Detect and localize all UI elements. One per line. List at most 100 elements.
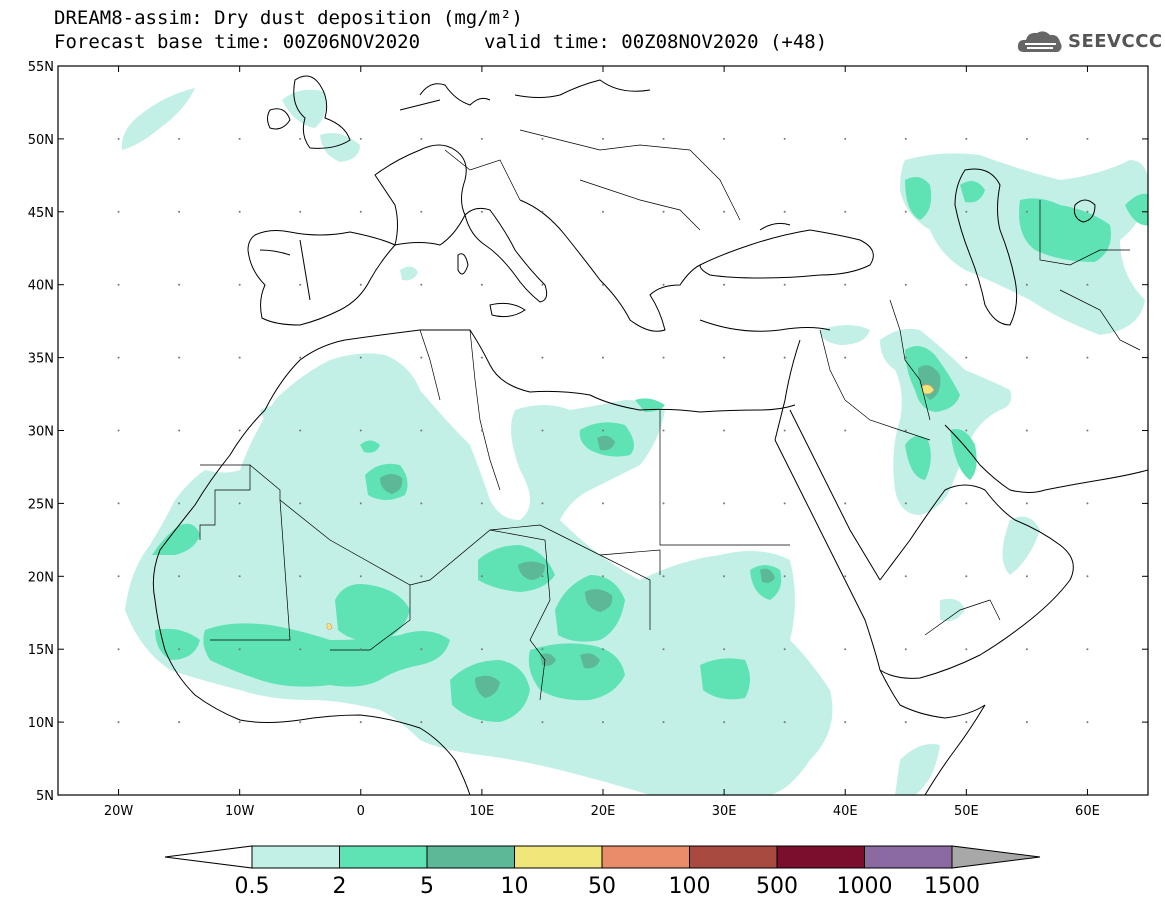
lat-label: 15N bbox=[28, 643, 54, 658]
grid-dot bbox=[299, 648, 302, 651]
lat-label: 40N bbox=[28, 279, 54, 294]
grid-dot bbox=[1025, 648, 1028, 651]
lon-label: 30E bbox=[712, 804, 737, 819]
grid-dot bbox=[662, 356, 665, 359]
lat-label: 30N bbox=[28, 425, 54, 440]
grid-dot bbox=[1086, 502, 1089, 505]
grid-dot bbox=[844, 137, 847, 140]
grid-dot bbox=[904, 137, 907, 140]
grid-dot bbox=[541, 283, 544, 286]
country-borders bbox=[199, 129, 1141, 701]
grid-dot bbox=[117, 210, 120, 213]
lat-label: 35N bbox=[28, 352, 54, 367]
grid-dot bbox=[178, 575, 181, 578]
grid-dot bbox=[783, 575, 786, 578]
latitude-labels: 55N 50N 45N 40N 35N 30N 25N 20N 15N 10N 5N bbox=[28, 60, 1148, 804]
colorbar-label: 10 bbox=[501, 874, 529, 899]
grid-dot bbox=[602, 137, 604, 140]
grid-dot bbox=[904, 210, 907, 213]
grid-dot bbox=[602, 210, 604, 213]
grid-dot bbox=[844, 575, 847, 578]
grid-dot bbox=[480, 137, 483, 140]
grid-dot bbox=[299, 283, 302, 286]
grid-dot bbox=[178, 283, 181, 286]
dust-field-high bbox=[326, 384, 935, 630]
grid-dot bbox=[117, 648, 120, 651]
grid-dot bbox=[723, 648, 726, 651]
grid-dot bbox=[541, 502, 544, 505]
grid-dot bbox=[904, 575, 907, 578]
lon-label: 0 bbox=[357, 804, 365, 819]
colorbar-label: 500 bbox=[756, 874, 798, 899]
grid-dot bbox=[480, 575, 483, 578]
lon-label: 50E bbox=[954, 804, 979, 819]
logo-text: SEEVCCC bbox=[1068, 30, 1163, 52]
grid-dot bbox=[783, 502, 786, 505]
colorbar-label: 2 bbox=[333, 874, 347, 899]
colorbar-over bbox=[951, 845, 1041, 869]
cloud-icon bbox=[1017, 31, 1062, 52]
grid-dot bbox=[662, 283, 665, 286]
grid-dot bbox=[1025, 502, 1028, 505]
grid-dot bbox=[117, 575, 120, 578]
grid-dot bbox=[723, 210, 726, 213]
grid-dot bbox=[904, 283, 907, 286]
lon-label: 20W bbox=[104, 804, 134, 819]
grid-dot bbox=[602, 283, 604, 286]
grid-dot bbox=[1086, 137, 1089, 140]
grid-dot bbox=[299, 210, 302, 213]
grid-dot bbox=[359, 210, 362, 213]
grid-dot bbox=[420, 429, 423, 432]
grid-dot bbox=[602, 575, 604, 578]
grid-dot bbox=[965, 137, 968, 140]
grid-dot bbox=[178, 137, 181, 140]
grid-dot bbox=[299, 137, 302, 140]
grid-dot bbox=[844, 502, 847, 505]
grid-dot bbox=[117, 721, 120, 724]
grid-dot bbox=[420, 575, 423, 578]
grid-dot bbox=[480, 283, 483, 286]
grid-dot bbox=[359, 283, 362, 286]
grid-dot bbox=[420, 648, 423, 651]
grid-dot bbox=[541, 721, 544, 724]
grid-dot bbox=[420, 721, 423, 724]
grid-dot bbox=[783, 137, 786, 140]
grid-dot bbox=[602, 648, 604, 651]
grid-dot bbox=[662, 721, 665, 724]
valid-time: valid time: 00Z08NOV2020 (+48) bbox=[484, 31, 828, 53]
grid-dot bbox=[783, 721, 786, 724]
grid-dot bbox=[965, 721, 968, 724]
grid-dot bbox=[238, 429, 241, 432]
grid-dot bbox=[117, 502, 120, 505]
grid-dot bbox=[238, 137, 241, 140]
grid-dot bbox=[965, 502, 968, 505]
grid-dot bbox=[480, 648, 483, 651]
grid-dot bbox=[1086, 356, 1089, 359]
grid-dot bbox=[299, 502, 302, 505]
grid-dot bbox=[844, 721, 847, 724]
grid-dot bbox=[662, 502, 665, 505]
grid-dot bbox=[541, 210, 544, 213]
lon-label: 10E bbox=[470, 804, 495, 819]
grid-dot bbox=[965, 356, 968, 359]
colorbar-label: 1000 bbox=[837, 874, 893, 899]
grid-dot bbox=[359, 721, 362, 724]
dust-field-medium bbox=[152, 176, 1148, 722]
grid-dot bbox=[965, 283, 968, 286]
dust-field-dark bbox=[380, 365, 941, 698]
colorbar-label: 1500 bbox=[924, 874, 980, 899]
grid-dot bbox=[480, 210, 483, 213]
lat-label: 25N bbox=[28, 497, 54, 512]
lat-label: 45N bbox=[28, 206, 54, 221]
map-title: DREAM8-assim: Dry dust deposition (mg/m²… bbox=[54, 7, 523, 29]
grid-dot bbox=[359, 429, 362, 432]
grid-dot bbox=[117, 429, 120, 432]
grid-dot bbox=[723, 356, 726, 359]
seevccc-logo: SEEVCCC bbox=[1016, 24, 1163, 58]
grid-dot bbox=[1086, 648, 1089, 651]
grid-dot bbox=[178, 356, 181, 359]
grid-dot bbox=[359, 356, 362, 359]
lon-label: 40E bbox=[833, 804, 858, 819]
lat-label: 20N bbox=[28, 570, 54, 585]
grid-dot bbox=[1025, 210, 1028, 213]
